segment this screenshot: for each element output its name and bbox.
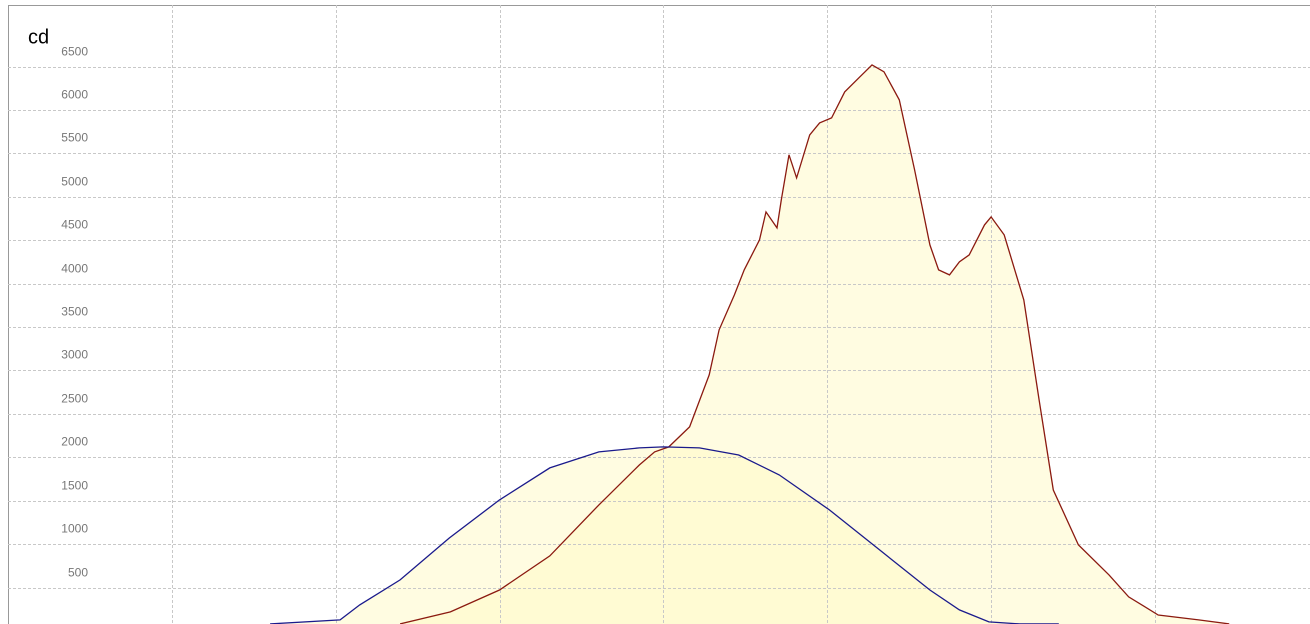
y-axis-label: cd bbox=[28, 26, 49, 48]
y-tick-label: 2500 bbox=[61, 392, 88, 406]
area bbox=[270, 446, 1059, 624]
area bbox=[400, 64, 1230, 624]
y-tick-label: 1000 bbox=[61, 522, 88, 536]
y-tick-label: 5000 bbox=[61, 175, 88, 189]
y-tick-label: 1500 bbox=[61, 479, 88, 493]
y-tick-label: 3500 bbox=[61, 305, 88, 319]
y-tick-label: 4500 bbox=[61, 218, 88, 232]
y-tick-label: 6000 bbox=[61, 88, 88, 102]
y-tick-label: 2000 bbox=[61, 435, 88, 449]
y-tick-label: 500 bbox=[68, 566, 88, 580]
y-tick-label: 5500 bbox=[61, 131, 88, 145]
y-tick-label: 3000 bbox=[61, 348, 88, 362]
line bbox=[270, 446, 1059, 624]
y-tick-label: 6500 bbox=[61, 45, 88, 59]
y-tick-label: 4000 bbox=[61, 262, 88, 276]
line bbox=[399, 64, 1230, 624]
